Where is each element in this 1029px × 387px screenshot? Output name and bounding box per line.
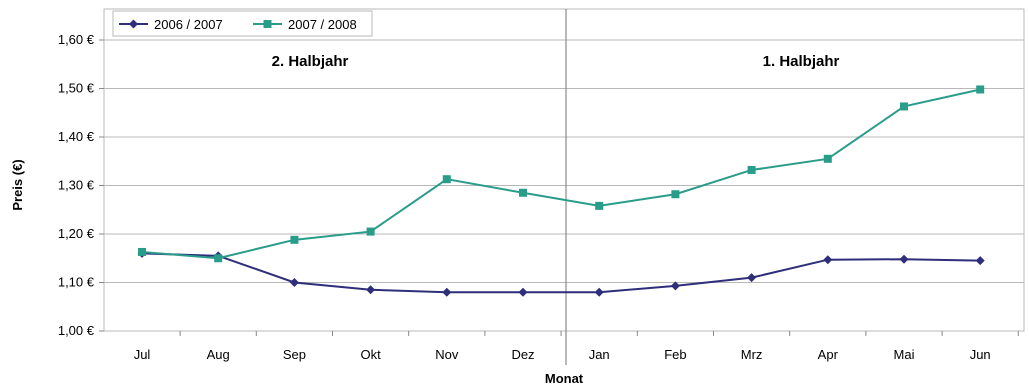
data-point-series-1 — [594, 287, 604, 297]
legend-label-series-1: 2006 / 2007 — [154, 17, 223, 32]
data-point-series-2 — [595, 201, 604, 210]
y-tick-label: 1,20 € — [58, 226, 95, 241]
plot-area — [103, 8, 1025, 332]
x-tick-label: Okt — [360, 347, 381, 362]
data-point-series-2 — [900, 102, 908, 111]
data-point-series-2 — [138, 247, 146, 256]
y-axis-title: Preis (€) — [10, 159, 25, 210]
data-point-series-1 — [670, 281, 680, 291]
x-axis-ticks: Jul Aug Sep Okt Nov Dez Jan Feb Mrz Apr Mai Jun — [134, 331, 1019, 362]
series-line-2 — [141, 88, 981, 260]
x-tick-label: Jan — [589, 347, 610, 362]
data-point-series-2 — [519, 188, 527, 197]
legend-marker-series-2 — [263, 20, 272, 28]
grid-lines — [104, 39, 1024, 332]
x-tick-label: Mrz — [741, 347, 763, 362]
y-axis-ticks: 1,00 € 1,10 € 1,20 € 1,30 € 1,40 € 1,50 € 1,60… — [58, 32, 104, 338]
data-point-series-1 — [899, 254, 909, 264]
x-tick-label: Apr — [818, 347, 839, 362]
x-axis-title: Monat — [545, 371, 584, 386]
data-point-series-2 — [747, 165, 756, 174]
data-point-series-2 — [976, 85, 985, 94]
legend-marker-series-1 — [129, 19, 138, 29]
data-point-series-2 — [442, 175, 451, 184]
x-tick-label: Sep — [283, 347, 306, 362]
x-tick-label: Mai — [894, 347, 915, 362]
y-tick-label: 1,10 € — [58, 275, 95, 290]
data-point-series-1 — [518, 287, 528, 297]
data-point-series-2 — [823, 154, 832, 163]
data-point-series-2 — [214, 254, 223, 263]
data-point-series-1 — [366, 285, 376, 295]
x-tick-label: Aug — [207, 347, 230, 362]
data-point-series-1 — [289, 278, 299, 287]
legend: 2006 / 2007 2007 / 2008 — [112, 10, 373, 37]
y-tick-label: 1,60 € — [58, 32, 95, 47]
data-point-series-1 — [975, 256, 985, 266]
y-tick-label: 1,30 € — [58, 178, 95, 193]
x-tick-label: Dez — [511, 347, 534, 362]
data-point-series-2 — [671, 190, 680, 199]
data-point-series-2 — [290, 235, 299, 244]
series-line-1 — [141, 252, 981, 294]
data-point-series-1 — [747, 273, 757, 283]
data-point-series-2 — [366, 227, 375, 236]
x-tick-label: Jul — [134, 347, 151, 362]
series-lines — [137, 85, 985, 297]
y-tick-label: 1,40 € — [58, 129, 95, 144]
legend-box — [112, 10, 373, 37]
data-point-series-1 — [442, 287, 452, 297]
x-tick-label: Jun — [970, 347, 991, 362]
x-tick-label: Feb — [664, 347, 686, 362]
y-tick-label: 1,50 € — [58, 81, 95, 96]
y-tick-label: 1,00 € — [58, 323, 95, 338]
x-tick-label: Nov — [435, 347, 459, 362]
data-point-series-1 — [823, 255, 833, 265]
legend-label-series-2: 2007 / 2008 — [288, 17, 357, 32]
period-label-second-half: 2. Halbjahr — [272, 53, 349, 70]
period-label-first-half: 1. Halbjahr — [763, 53, 840, 70]
